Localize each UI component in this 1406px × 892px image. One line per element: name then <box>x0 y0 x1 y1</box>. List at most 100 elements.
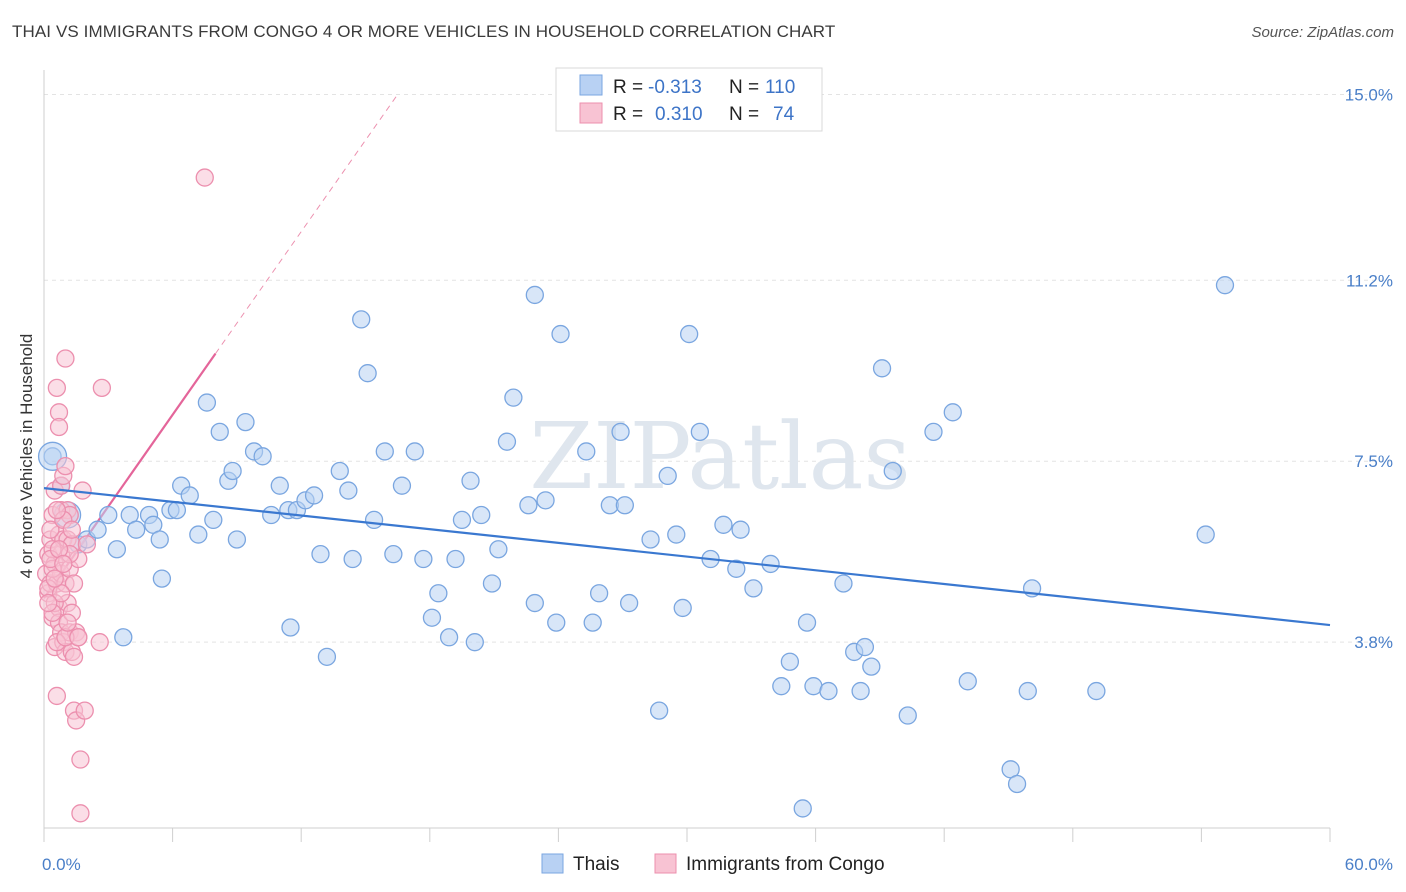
thais-point-104 <box>525 285 544 305</box>
congo-point-26 <box>56 349 75 368</box>
thais-point-42 <box>384 544 403 564</box>
legend-r-value-congo: 0.310 <box>655 104 703 125</box>
thais-point-14 <box>152 569 172 588</box>
legend-n-label-thais: N = <box>729 77 759 98</box>
bottom-legend-swatch-congo <box>654 853 677 874</box>
thais-point-41 <box>375 442 394 461</box>
thais-point-47 <box>429 584 448 603</box>
thais-point-7 <box>107 540 127 559</box>
thais-point-98 <box>1007 774 1027 794</box>
thais-point-67 <box>619 593 639 613</box>
thais-point-43 <box>392 476 412 495</box>
x-tick-label-0: 0.0% <box>42 855 81 874</box>
thais-point-99 <box>1018 681 1037 701</box>
thais-point-105 <box>679 324 699 344</box>
chart-title: THAI VS IMMIGRANTS FROM CONGO 4 OR MORE … <box>12 22 836 41</box>
y-tick-label-1: 7.5% <box>1354 452 1393 471</box>
legend-r-label-congo: R = <box>613 104 643 125</box>
congo-point-68 <box>58 613 77 632</box>
thais-point-33 <box>304 486 324 505</box>
thais-point-61 <box>551 324 570 344</box>
legend-swatch-thais <box>579 74 603 96</box>
bottom-legend-swatch-thais <box>541 853 564 874</box>
thais-point-89 <box>855 637 875 657</box>
thais-point-24 <box>227 530 247 549</box>
thais-point-37 <box>343 549 362 569</box>
thais-point-63 <box>583 613 602 632</box>
legend: R = -0.313 N = 110 R = 0.310 N = 74 <box>555 67 823 132</box>
thais-point-72 <box>673 598 692 618</box>
congo-point-14 <box>49 417 69 437</box>
thais-point-83 <box>797 613 817 632</box>
thais-point-62 <box>577 442 596 461</box>
thais-point-10 <box>127 520 146 539</box>
thais-point-81 <box>780 652 800 671</box>
legend-r-label-thais: R = <box>613 77 643 98</box>
series-congo-points <box>36 168 214 823</box>
thais-point-28 <box>262 505 281 525</box>
thais-point-8 <box>114 628 133 647</box>
congo-point-69 <box>69 628 88 647</box>
source-label: Source: ZipAtlas.com <box>1251 24 1394 41</box>
thais-point-77 <box>727 559 746 578</box>
thais-point-92 <box>883 461 902 481</box>
thais-point-80 <box>772 677 791 696</box>
thais-point-94 <box>924 422 943 442</box>
congo-point-40 <box>64 574 84 593</box>
thais-point-101 <box>1087 681 1106 701</box>
thais-point-64 <box>589 584 609 603</box>
trend-thais <box>43 487 1331 627</box>
thais-point-73 <box>690 422 710 442</box>
thais-point-18 <box>180 486 199 505</box>
thais-point-66 <box>611 422 630 442</box>
thais-point-88 <box>851 681 870 701</box>
thais-point-55 <box>497 432 517 451</box>
thais-point-56 <box>504 388 523 407</box>
thais-point-93 <box>898 706 917 725</box>
thais-point-69 <box>649 701 669 720</box>
legend-swatch-congo <box>579 102 603 124</box>
thais-point-27 <box>253 447 272 466</box>
congo-point-48 <box>75 701 94 720</box>
y-tick-label-0: 3.8% <box>1354 633 1393 652</box>
x-tick-label-1: 60.0% <box>1345 855 1393 874</box>
thais-point-6 <box>99 505 118 525</box>
thais-point-106 <box>339 481 358 500</box>
y-axis-label: 4 or more Vehicles in Household <box>17 334 36 579</box>
congo-point-46 <box>71 804 90 823</box>
thais-point-51 <box>461 471 480 490</box>
congo-point-50 <box>41 520 60 539</box>
thais-point-68 <box>641 530 660 549</box>
thais-point-91 <box>872 359 892 378</box>
congo-point-66 <box>45 569 64 588</box>
thais-point-85 <box>819 681 838 701</box>
thais-point-95 <box>943 403 962 422</box>
congo-point-27 <box>56 456 75 476</box>
thais-point-82 <box>793 799 812 818</box>
trend-line-congo-extension <box>215 94 399 354</box>
thais-point-21 <box>204 510 223 530</box>
congo-point-49 <box>77 535 97 554</box>
thais-point-109 <box>465 633 484 652</box>
series-thais-points <box>37 276 1235 818</box>
thais-point-96 <box>958 672 977 691</box>
congo-point-59 <box>92 378 112 398</box>
legend-r-value-thais: -0.313 <box>648 77 702 98</box>
thais-point-49 <box>446 549 465 569</box>
thais-point-108 <box>281 618 300 637</box>
congo-point-72 <box>54 554 73 574</box>
congo-point-60 <box>195 168 214 187</box>
congo-point-71 <box>62 520 82 539</box>
thais-point-50 <box>452 510 472 530</box>
y-tick-label-3: 15.0% <box>1345 85 1393 104</box>
x-tick-labels: 0.0% 60.0% <box>42 855 1393 874</box>
bottom-legend-thais: Thais <box>573 854 619 875</box>
thais-point-44 <box>405 442 424 461</box>
thais-point-39 <box>358 364 377 383</box>
thais-point-60 <box>547 613 566 632</box>
legend-n-value-congo: 74 <box>773 104 795 125</box>
thais-point-86 <box>834 574 853 593</box>
thais-point-46 <box>422 608 442 627</box>
thais-point-59 <box>536 491 555 510</box>
